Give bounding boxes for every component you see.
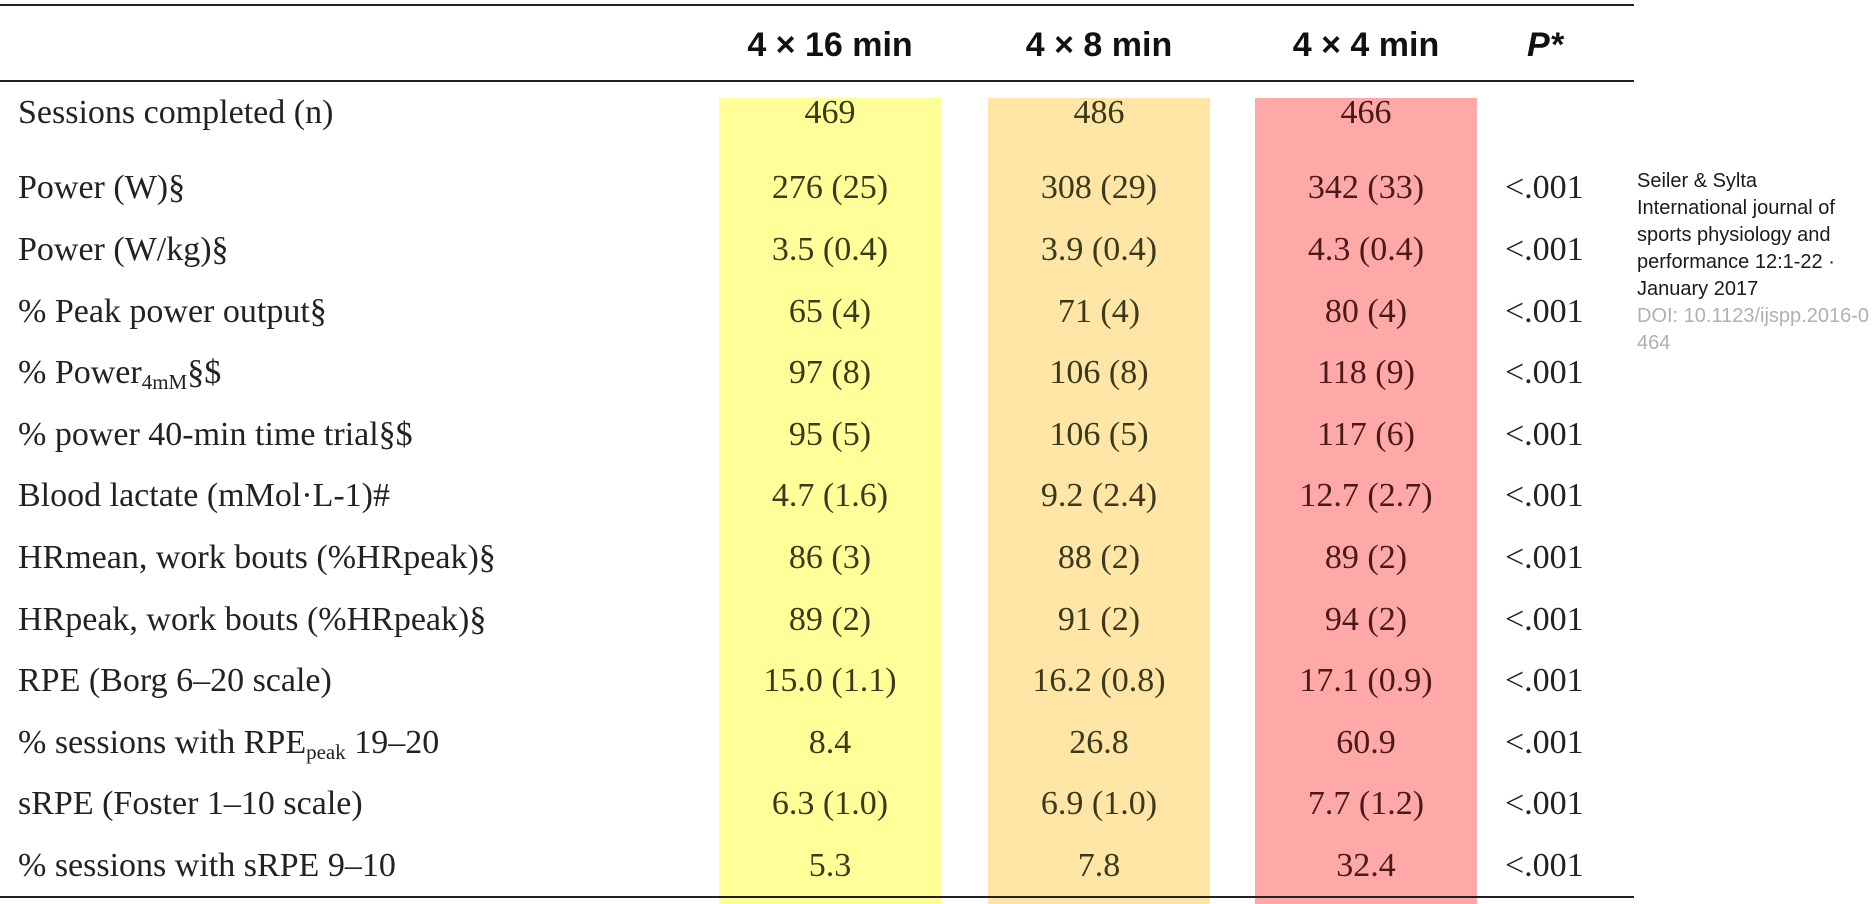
table-row: sRPE (Foster 1–10 scale) 6.3 (1.0) 6.9 (… bbox=[0, 779, 1634, 829]
p-value: <.001 bbox=[1505, 293, 1584, 330]
p-value: <.001 bbox=[1505, 662, 1584, 699]
highlight-column-4x4 bbox=[1255, 98, 1477, 904]
value-4x4: 12.7 (2.7) bbox=[1299, 477, 1433, 514]
table-row: % sessions with RPEpeak 19–20 8.4 26.8 6… bbox=[0, 718, 1634, 768]
p-value: <.001 bbox=[1505, 231, 1584, 268]
p-value: <.001 bbox=[1505, 416, 1584, 453]
highlight-column-4x16 bbox=[719, 98, 941, 904]
value-4x16: 6.3 (1.0) bbox=[771, 785, 889, 822]
value-4x8: 88 (2) bbox=[1057, 539, 1141, 576]
citation-journal: International journal of sports physiolo… bbox=[1637, 197, 1835, 300]
row-label: % power 40-min time trial§$ bbox=[18, 416, 413, 453]
value-4x16: 469 bbox=[804, 94, 856, 131]
value-4x4: 80 (4) bbox=[1324, 293, 1408, 330]
value-4x16: 65 (4) bbox=[788, 293, 872, 330]
value-4x16: 95 (5) bbox=[788, 416, 872, 453]
citation-note: Seiler & Sylta International journal of … bbox=[1637, 168, 1869, 357]
table-row: % Peak power output§ 65 (4) 71 (4) 80 (4… bbox=[0, 287, 1634, 337]
header-4x16: 4 × 16 min bbox=[747, 26, 913, 64]
p-value: <.001 bbox=[1505, 724, 1584, 761]
value-4x16: 4.7 (1.6) bbox=[771, 477, 889, 514]
row-label: RPE (Borg 6–20 scale) bbox=[18, 662, 332, 699]
table-row: Power (W)§ 276 (25) 308 (29) 342 (33) <.… bbox=[0, 163, 1634, 213]
row-label: HRpeak, work bouts (%HRpeak)§ bbox=[18, 601, 487, 638]
p-value: <.001 bbox=[1505, 847, 1584, 884]
value-4x16: 97 (8) bbox=[788, 354, 872, 391]
table-row: % power 40-min time trial§$ 95 (5) 106 (… bbox=[0, 410, 1634, 460]
p-value: <.001 bbox=[1505, 785, 1584, 822]
value-4x4: 89 (2) bbox=[1324, 539, 1408, 576]
p-value: <.001 bbox=[1505, 354, 1584, 391]
row-label: Sessions completed (n) bbox=[18, 94, 334, 131]
value-4x8: 91 (2) bbox=[1057, 601, 1141, 638]
row-label: Power (W/kg)§ bbox=[18, 231, 229, 268]
value-4x4: 7.7 (1.2) bbox=[1307, 785, 1425, 822]
value-4x8: 106 (5) bbox=[1049, 416, 1149, 453]
header-4x8: 4 × 8 min bbox=[1025, 26, 1173, 64]
p-value bbox=[1505, 88, 1600, 138]
row-label: % Peak power output§ bbox=[18, 293, 327, 330]
table-row: Power (W/kg)§ 3.5 (0.4) 3.9 (0.4) 4.3 (0… bbox=[0, 225, 1634, 275]
value-4x16: 276 (25) bbox=[771, 169, 889, 206]
row-label: % sessions with RPEpeak 19–20 bbox=[18, 724, 440, 764]
value-4x8: 486 bbox=[1073, 94, 1125, 131]
header-rule bbox=[0, 80, 1634, 82]
value-4x16: 3.5 (0.4) bbox=[771, 231, 889, 268]
table-row: RPE (Borg 6–20 scale) 15.0 (1.1) 16.2 (0… bbox=[0, 656, 1634, 706]
value-4x16: 89 (2) bbox=[788, 601, 872, 638]
value-4x8: 308 (29) bbox=[1040, 169, 1158, 206]
bottom-rule bbox=[0, 896, 1634, 898]
value-4x8: 3.9 (0.4) bbox=[1040, 231, 1158, 268]
row-label: HRmean, work bouts (%HRpeak)§ bbox=[18, 539, 496, 576]
value-4x8: 16.2 (0.8) bbox=[1032, 662, 1166, 699]
table-row: % sessions with sRPE 9–10 5.3 7.8 32.4 <… bbox=[0, 841, 1634, 891]
p-value: <.001 bbox=[1505, 477, 1584, 514]
value-4x8: 7.8 bbox=[1077, 847, 1121, 884]
value-4x16: 8.4 bbox=[808, 724, 852, 761]
row-label: sRPE (Foster 1–10 scale) bbox=[18, 785, 363, 822]
p-value: <.001 bbox=[1505, 601, 1584, 638]
row-label: Power (W)§ bbox=[18, 169, 186, 206]
value-4x16: 15.0 (1.1) bbox=[763, 662, 897, 699]
top-rule bbox=[0, 4, 1634, 6]
value-4x8: 26.8 bbox=[1069, 724, 1129, 761]
table-row: Sessions completed (n) 469 486 466 bbox=[0, 88, 1634, 138]
value-4x4: 342 (33) bbox=[1307, 169, 1425, 206]
value-4x16: 5.3 bbox=[808, 847, 852, 884]
value-4x4: 4.3 (0.4) bbox=[1307, 231, 1425, 268]
header-p-value: P* bbox=[1527, 26, 1563, 64]
value-4x4: 118 (9) bbox=[1317, 354, 1415, 391]
value-4x8: 6.9 (1.0) bbox=[1040, 785, 1158, 822]
table-row: Blood lactate (mMol·L-1)# 4.7 (1.6) 9.2 … bbox=[0, 471, 1634, 521]
value-4x4: 60.9 bbox=[1336, 724, 1396, 761]
p-value: <.001 bbox=[1505, 169, 1584, 206]
row-label: Blood lactate (mMol·L-1)# bbox=[18, 477, 391, 514]
citation-authors: Seiler & Sylta bbox=[1637, 170, 1758, 192]
value-4x8: 71 (4) bbox=[1057, 293, 1141, 330]
value-4x8: 106 (8) bbox=[1049, 354, 1149, 391]
value-4x16: 86 (3) bbox=[788, 539, 872, 576]
highlight-column-4x8 bbox=[988, 98, 1210, 904]
header-4x4: 4 × 4 min bbox=[1292, 26, 1440, 64]
table-row: % Power4mM§$ 97 (8) 106 (8) 118 (9) <.00… bbox=[0, 348, 1634, 398]
row-label: % sessions with sRPE 9–10 bbox=[18, 847, 396, 884]
value-4x8: 9.2 (2.4) bbox=[1040, 477, 1158, 514]
value-4x4: 117 (6) bbox=[1317, 416, 1415, 453]
value-4x4: 17.1 (0.9) bbox=[1299, 662, 1433, 699]
p-value: <.001 bbox=[1505, 539, 1584, 576]
value-4x4: 32.4 bbox=[1336, 847, 1396, 884]
value-4x4: 466 bbox=[1340, 94, 1392, 131]
citation-doi: DOI: 10.1123/ijspp.2016-0464 bbox=[1637, 305, 1870, 354]
table-row: HRpeak, work bouts (%HRpeak)§ 89 (2) 91 … bbox=[0, 595, 1634, 645]
row-label: % Power4mM§$ bbox=[18, 354, 222, 394]
value-4x4: 94 (2) bbox=[1324, 601, 1408, 638]
table-row: HRmean, work bouts (%HRpeak)§ 86 (3) 88 … bbox=[0, 533, 1634, 583]
